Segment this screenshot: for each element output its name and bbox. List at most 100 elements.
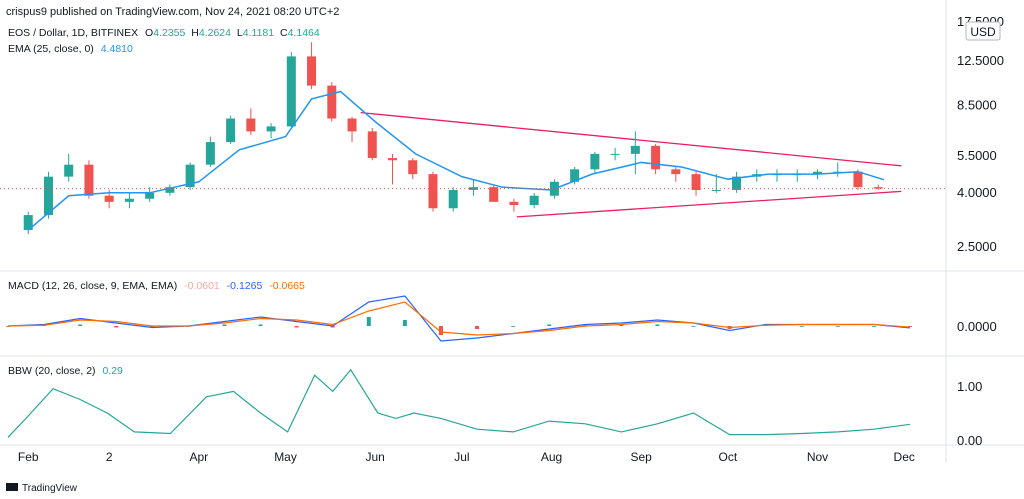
candle-body: [185, 164, 195, 188]
macd-histogram-bar: [691, 326, 696, 327]
candle[interactable]: [509, 198, 519, 212]
candle[interactable]: [246, 108, 256, 135]
macd-histogram-bar: [114, 326, 119, 328]
time-tick-label: Nov: [807, 450, 828, 464]
price-axis[interactable]: 2.50004.00005.50008.500012.500017.50000.…: [957, 14, 1004, 448]
candle-body: [286, 56, 296, 127]
candle-body: [630, 145, 640, 154]
candle-body: [853, 171, 863, 188]
candle[interactable]: [428, 171, 438, 212]
candle[interactable]: [671, 166, 681, 182]
macd-histogram-bar: [583, 324, 588, 326]
candle[interactable]: [64, 153, 74, 182]
time-axis[interactable]: Feb 2 Apr May Jun Jul Aug Sep Oct Nov Dec: [18, 450, 915, 464]
macd-tick-label: 0.0000: [957, 319, 997, 334]
candle-body: [509, 201, 519, 206]
candle[interactable]: [347, 117, 357, 143]
candle[interactable]: [84, 160, 94, 199]
price-tick-label: 4.0000: [957, 185, 997, 200]
candle[interactable]: [489, 184, 499, 202]
candle-body: [165, 187, 175, 193]
candle[interactable]: [43, 171, 53, 219]
candle[interactable]: [853, 169, 863, 190]
candle[interactable]: [367, 128, 377, 161]
candle[interactable]: [145, 187, 155, 202]
macd-histogram-bar: [871, 326, 876, 327]
bbw-line[interactable]: [7, 368, 911, 438]
price-tick-label: 2.5000: [957, 239, 997, 254]
symbol-legend[interactable]: EOS / Dollar, 1D, BITFINEX O4.2355 H4.26…: [8, 27, 320, 39]
candle[interactable]: [610, 147, 620, 161]
candle-body: [812, 171, 822, 175]
candle[interactable]: [529, 192, 539, 209]
candle[interactable]: [691, 171, 701, 196]
candle-body: [408, 160, 418, 175]
macd-signal-value: -0.0665: [269, 280, 305, 292]
candle[interactable]: [448, 187, 458, 212]
candle[interactable]: [388, 153, 398, 185]
low-value: 4.1181: [243, 27, 274, 39]
candle-body: [529, 195, 539, 206]
candle-body: [732, 176, 742, 190]
candle-body: [307, 56, 317, 86]
candlestick-series[interactable]: [23, 42, 883, 235]
candle[interactable]: [711, 174, 721, 193]
candle-body: [691, 174, 701, 190]
candle-body: [124, 198, 134, 202]
macd-label: MACD (12, 26, close, 9, EMA, EMA): [8, 280, 177, 292]
tradingview-logo[interactable]: TradingView: [6, 483, 78, 494]
currency-badge[interactable]: [965, 21, 1001, 41]
signal-line[interactable]: [7, 301, 911, 336]
candle[interactable]: [408, 158, 418, 180]
candle[interactable]: [185, 162, 195, 190]
ema-line[interactable]: [27, 90, 885, 231]
candle-body: [43, 176, 53, 216]
candle-body: [570, 169, 580, 182]
candle-body: [205, 142, 215, 165]
brand-label: TradingView: [22, 483, 78, 494]
candle[interactable]: [23, 211, 33, 235]
candle[interactable]: [165, 184, 175, 196]
low-label: L: [237, 27, 243, 39]
bbw-tick-label: 0.00: [957, 433, 982, 448]
candle[interactable]: [630, 131, 640, 175]
macd-histogram-bar: [366, 317, 371, 326]
macd-histogram-bar: [222, 324, 227, 326]
trendline[interactable]: [360, 111, 902, 167]
macd-legend[interactable]: MACD (12, 26, close, 9, EMA, EMA) -0.060…: [8, 280, 305, 292]
candle-body: [246, 118, 256, 132]
candle[interactable]: [124, 192, 134, 209]
candle[interactable]: [873, 184, 883, 190]
ema-legend[interactable]: EMA (25, close, 0) 4.4810: [8, 43, 133, 55]
bbw-tick-label: 1.00: [957, 379, 982, 394]
time-tick-label: Feb: [18, 450, 39, 464]
candle[interactable]: [468, 179, 478, 196]
candle[interactable]: [226, 115, 236, 144]
candle[interactable]: [205, 136, 215, 167]
bbw-legend[interactable]: BBW (20, close, 2) 0.29: [8, 365, 123, 377]
time-tick-label: Jun: [365, 450, 384, 464]
candle-body: [64, 164, 74, 177]
candle[interactable]: [307, 42, 317, 90]
candle[interactable]: [327, 82, 337, 122]
trendline[interactable]: [516, 190, 902, 218]
candle-body: [104, 195, 114, 202]
candle-body: [671, 169, 681, 175]
ema-value: 4.4810: [101, 43, 133, 55]
macd-histogram-bar: [655, 324, 660, 326]
price-tick-label: 8.5000: [957, 98, 997, 113]
candle[interactable]: [266, 123, 276, 139]
candle[interactable]: [651, 143, 661, 175]
open-label: O: [145, 27, 153, 39]
trendlines[interactable]: [360, 111, 902, 218]
candle[interactable]: [286, 52, 296, 129]
candle-body: [145, 192, 155, 199]
candle-body: [84, 164, 94, 196]
candle-body: [266, 126, 276, 132]
candle[interactable]: [732, 171, 742, 193]
candle[interactable]: [590, 151, 600, 175]
macd-histogram-bar: [619, 324, 624, 326]
symbol-name: EOS / Dollar, 1D, BITFINEX: [8, 27, 138, 39]
